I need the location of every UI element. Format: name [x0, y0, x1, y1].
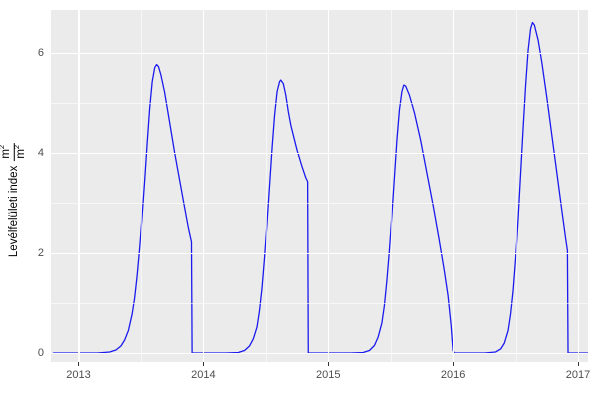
gridline-major-vertical [78, 10, 80, 362]
y-tick-label: 0 [37, 346, 44, 359]
gridline-major-horizontal [51, 152, 588, 154]
gridline-major-horizontal [51, 252, 588, 254]
gridline-minor-horizontal [51, 302, 588, 304]
y-axis-title-text: Levélfelületi index [8, 165, 20, 258]
gridline-minor-horizontal [51, 102, 588, 104]
gridline-minor-horizontal [51, 202, 588, 204]
x-tick-mark [78, 362, 80, 366]
x-tick-mark [203, 362, 205, 366]
gridline-minor-vertical [265, 10, 267, 362]
data-series-layer [52, 21, 588, 354]
x-tick-mark [328, 362, 330, 366]
y-tick-label: 6 [37, 46, 44, 59]
plot-panel [51, 10, 588, 362]
y-axis-units-denominator-exponent: 2 [11, 144, 21, 150]
x-tick-label: 2015 [315, 369, 341, 381]
x-tick-mark [578, 362, 579, 366]
gridline-major-vertical [578, 10, 580, 362]
x-tick-label: 2017 [565, 369, 591, 381]
y-axis-units-numerator: m [0, 149, 12, 159]
x-tick-mark [453, 362, 455, 366]
gridline-minor-vertical [515, 10, 517, 362]
x-tick-label: 2014 [191, 369, 216, 381]
y-tick-label: 4 [37, 146, 44, 159]
gridline-major-horizontal [51, 352, 588, 355]
gridline-major-vertical [453, 10, 455, 362]
y-axis-ticks: 0 2 4 6 [22, 0, 71, 400]
gridline-major-horizontal [51, 52, 588, 54]
y-axis-units-numerator-exponent: 2 [0, 145, 6, 149]
gridline-major-vertical [203, 10, 205, 362]
gridline-major-vertical [328, 10, 330, 362]
x-tick-label: 2013 [66, 369, 91, 381]
gridline-minor-vertical [140, 10, 142, 362]
x-tick-label: 2016 [440, 369, 466, 381]
y-tick-label: 2 [37, 246, 44, 259]
gridline-minor-vertical [390, 10, 392, 362]
